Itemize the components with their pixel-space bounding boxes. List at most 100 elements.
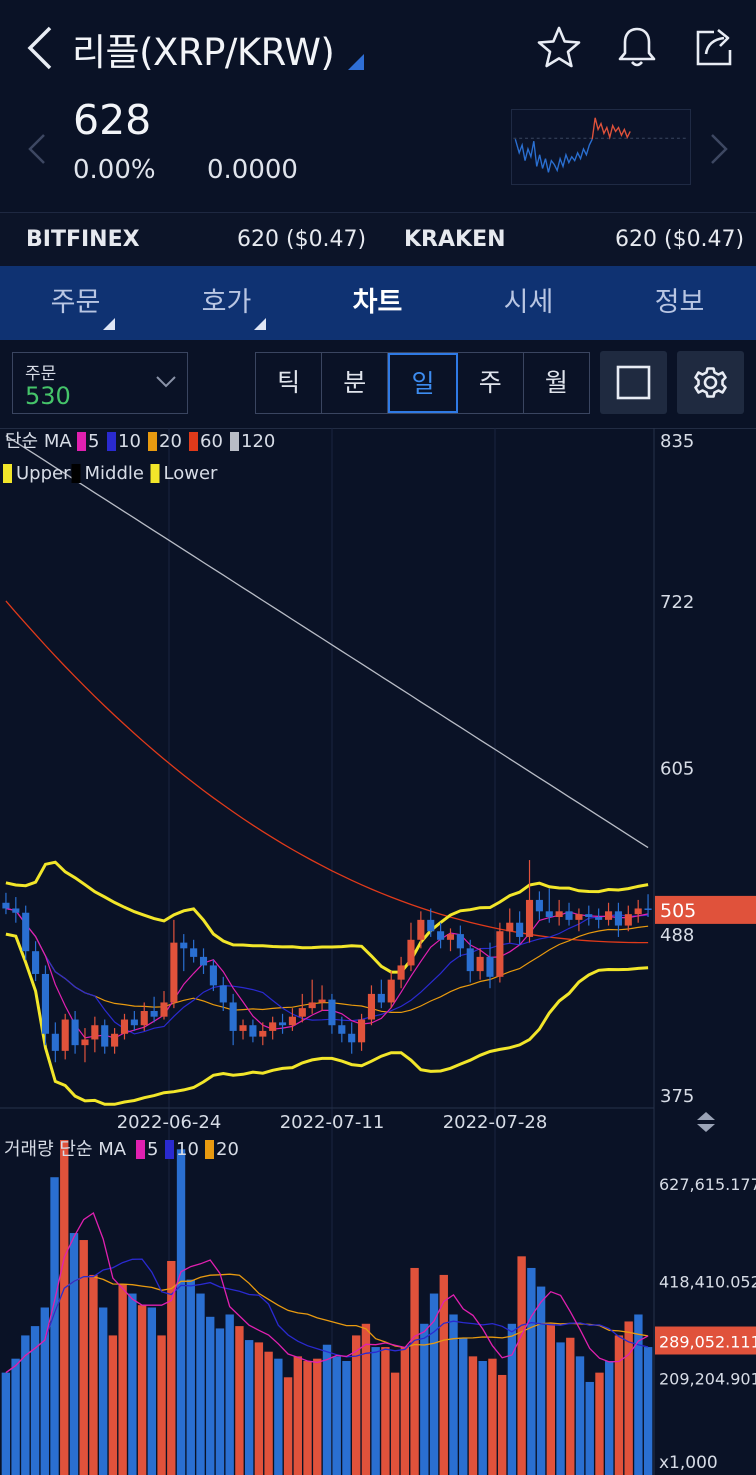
pane-resize-handle-icon[interactable] xyxy=(697,1112,715,1132)
volume-bar xyxy=(11,1358,20,1475)
legend-title: 거래량 단순 MA xyxy=(4,1139,127,1160)
candle xyxy=(367,985,376,1026)
volume-bar xyxy=(50,1177,59,1475)
volume-bar xyxy=(225,1314,234,1475)
volume-bar xyxy=(30,1326,40,1475)
legend-label: Upper xyxy=(16,463,71,484)
ma10-series xyxy=(5,907,649,1035)
period-tick-button[interactable]: 틱 xyxy=(256,353,323,413)
bell-icon[interactable] xyxy=(614,24,660,70)
candle xyxy=(160,991,168,1020)
tab-order[interactable]: 주문 xyxy=(0,266,151,340)
volume-bar xyxy=(614,1335,624,1475)
volume-unit-label: x1,000 xyxy=(659,1453,718,1473)
candle-body xyxy=(338,1025,346,1034)
current-volume-tag xyxy=(655,1326,756,1355)
candle xyxy=(624,905,632,932)
candle-body xyxy=(170,942,178,1003)
volume-bar xyxy=(517,1256,526,1475)
back-chevron-icon[interactable] xyxy=(22,24,58,72)
candle-body xyxy=(51,1033,59,1051)
volume-bar xyxy=(468,1356,478,1475)
volume-bar xyxy=(478,1361,487,1475)
candle-body xyxy=(644,908,652,910)
order-select-value: 530 xyxy=(25,382,71,410)
price-tick-label: 605 xyxy=(660,759,694,780)
period-month-button[interactable]: 월 xyxy=(544,368,568,397)
candle-body xyxy=(387,979,395,1003)
exchange-price: 620 ($0.47) xyxy=(237,227,367,252)
volume-tick-label: 209,204.901 xyxy=(659,1370,756,1389)
legend-swatch xyxy=(189,432,198,451)
candle xyxy=(585,905,593,926)
candle-body xyxy=(486,956,494,977)
title-dropdown-icon[interactable] xyxy=(348,54,364,70)
candle-body xyxy=(634,908,642,915)
volume-bar xyxy=(546,1323,556,1475)
candle-body xyxy=(506,922,514,932)
change-percent: 0.00% xyxy=(73,155,156,185)
legend-label: 10 xyxy=(176,1139,199,1160)
date-axis-labels: 2022-06-24 2022-07-11 2022-07-28 xyxy=(117,1112,548,1133)
date-tick-label: 2022-07-11 xyxy=(280,1112,385,1133)
candle xyxy=(338,1016,346,1043)
candle xyxy=(150,996,158,1023)
candle xyxy=(496,922,504,983)
tab-info[interactable]: 정보 xyxy=(604,266,755,340)
volume-axis-labels: 627,615.177 418,410.052 209,204.901 289,052… xyxy=(655,1175,756,1473)
price-legend: 단순 MA 5 10 20 60 120 Upper Middle Lower xyxy=(3,431,275,484)
candle-body xyxy=(358,1019,366,1043)
tab-chart[interactable]: 차트 xyxy=(302,266,453,340)
candle-body xyxy=(180,942,188,949)
ma60-line xyxy=(5,600,649,944)
candle-body xyxy=(91,1025,99,1040)
tab-label: 주문 xyxy=(50,287,101,318)
candle xyxy=(130,1010,138,1031)
price-tick-label: 722 xyxy=(660,592,694,613)
candle xyxy=(387,971,395,1009)
legend-swatch xyxy=(230,432,239,451)
order-price-select[interactable]: 주문 530 xyxy=(12,352,188,414)
period-minute-button[interactable]: 분 xyxy=(322,353,389,413)
price-chart-area[interactable]: 835 722 605 488 375 505 2022-06-24 2022-07-11 2… xyxy=(0,427,756,1475)
exchange-name: KRAKEN xyxy=(404,227,506,252)
candle-body xyxy=(407,939,415,966)
candle-body xyxy=(101,1025,109,1047)
candle xyxy=(506,908,514,943)
volume-bar xyxy=(128,1293,137,1475)
tab-orderbook[interactable]: 호가 xyxy=(151,266,302,340)
candle xyxy=(466,939,474,983)
share-icon[interactable] xyxy=(692,24,738,70)
page-title[interactable]: 리플(XRP/KRW) xyxy=(72,31,335,74)
star-icon[interactable] xyxy=(536,24,582,70)
tab-label: 정보 xyxy=(654,287,705,318)
period-week-button[interactable]: 주 xyxy=(458,353,524,413)
legend-label: 5 xyxy=(88,431,99,452)
candle xyxy=(377,979,385,1009)
candle xyxy=(525,860,534,943)
legend-label: 60 xyxy=(200,431,223,452)
tab-quotes[interactable]: 시세 xyxy=(453,266,604,340)
candle xyxy=(486,942,494,989)
fullscreen-button[interactable] xyxy=(600,351,667,414)
volume-bar xyxy=(605,1361,614,1475)
chart-settings-button[interactable] xyxy=(677,351,744,414)
volume-bar xyxy=(157,1335,166,1475)
period-day-button[interactable]: 일 xyxy=(388,353,458,413)
volume-bar xyxy=(283,1377,293,1475)
volume-bar xyxy=(1,1372,11,1475)
candle-body xyxy=(269,1022,277,1031)
prev-coin-chevron-icon[interactable] xyxy=(26,132,48,166)
volume-bar xyxy=(439,1274,448,1475)
candle-body xyxy=(32,951,40,974)
legend-swatch xyxy=(107,432,116,451)
candle xyxy=(407,922,415,972)
next-coin-chevron-icon[interactable] xyxy=(708,132,730,166)
legend-label: 120 xyxy=(241,431,275,452)
volume-bar xyxy=(254,1342,264,1475)
candle xyxy=(308,979,316,1014)
candle xyxy=(278,1013,287,1034)
candle-body xyxy=(555,911,563,918)
candle-body xyxy=(199,956,208,966)
